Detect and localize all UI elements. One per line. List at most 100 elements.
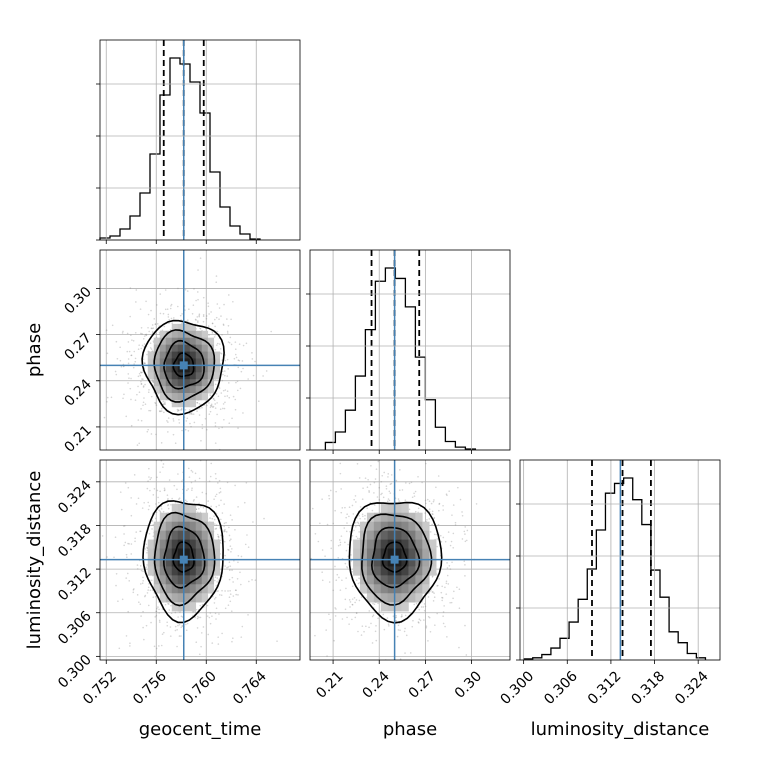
scatter-geocent_time-vs-luminosity_distance-contour-2 [153, 511, 216, 607]
scatter-geocent_time-vs-luminosity_distance-sample [218, 594, 221, 596]
scatter-geocent_time-vs-phase-density-cell [213, 351, 221, 359]
scatter-geocent_time-vs-phase-sample [232, 395, 235, 398]
scatter-phase-vs-luminosity_distance-density-cell [353, 566, 361, 576]
scatter-phase-vs-luminosity_distance-sample [442, 504, 444, 507]
scatter-geocent_time-vs-phase-density-cell [165, 393, 173, 401]
scatter-geocent_time-vs-luminosity_distance-sample [219, 487, 222, 490]
scatter-geocent_time-vs-phase-sample [130, 354, 133, 357]
scatter-geocent_time-vs-phase-density-cell [183, 337, 191, 345]
scatter-phase-vs-luminosity_distance-sample [390, 482, 393, 485]
scatter-phase-vs-luminosity_distance-density-cell [401, 557, 409, 567]
scatter-geocent_time-vs-luminosity_distance-sample [211, 615, 213, 617]
scatter-phase-vs-luminosity_distance-sample [417, 511, 419, 514]
scatter-geocent_time-vs-phase-sample [184, 409, 187, 411]
scatter-geocent_time-vs-phase-sample [134, 399, 137, 401]
scatter-geocent_time-vs-luminosity_distance-density-cell [195, 566, 203, 576]
scatter-geocent_time-vs-phase-sample [197, 298, 199, 301]
scatter-geocent_time-vs-phase-sample [144, 362, 146, 365]
scatter-phase-vs-luminosity_distance-sample [351, 603, 354, 606]
scatter-phase-vs-luminosity_distance-sample [423, 603, 426, 605]
scatter-geocent_time-vs-luminosity_distance-sample [220, 594, 223, 597]
scatter-phase-vs-luminosity_distance-sample [415, 602, 418, 605]
scatter-geocent_time-vs-phase-sample [143, 335, 146, 337]
scatter-geocent_time-vs-luminosity_distance-density-cell [189, 584, 197, 594]
scatter-geocent_time-vs-phase-density-cell [189, 344, 197, 352]
scatter-geocent_time-vs-luminosity_distance-sample [134, 540, 136, 543]
scatter-phase-vs-luminosity_distance-sample [424, 502, 427, 505]
scatter-phase-vs-luminosity_distance-density-cell [373, 548, 382, 558]
scatter-geocent_time-vs-phase-sample [140, 332, 142, 335]
scatter-phase-vs-luminosity_distance-sample [422, 606, 425, 608]
scatter-geocent_time-vs-luminosity_distance-sample [229, 539, 231, 542]
scatter-geocent_time-vs-phase-sample [196, 291, 199, 293]
scatter-phase-vs-luminosity_distance-sample [433, 499, 435, 501]
scatter-phase-vs-luminosity_distance-sample [437, 523, 440, 526]
scatter-geocent_time-vs-luminosity_distance-density-cell [171, 602, 179, 612]
scatter-phase-vs-luminosity_distance-sample [427, 596, 430, 598]
scatter-geocent_time-vs-luminosity_distance-density-cell [153, 566, 161, 576]
scatter-geocent_time-vs-luminosity_distance-density-cell [213, 548, 221, 558]
scatter-phase-vs-luminosity_distance-sample [446, 567, 449, 569]
scatter-phase-vs-luminosity_distance-density-cell [408, 512, 416, 522]
scatter-geocent_time-vs-phase-sample [226, 332, 229, 334]
scatter-geocent_time-vs-luminosity_distance-sample [235, 593, 237, 596]
scatter-phase-vs-luminosity_distance-sample [431, 575, 434, 577]
scatter-geocent_time-vs-phase-sample [247, 378, 249, 380]
scatter-geocent_time-vs-phase-sample [211, 322, 214, 325]
scatter-geocent_time-vs-luminosity_distance-sample [130, 543, 133, 545]
scatter-phase-vs-luminosity_distance-sample [329, 489, 332, 492]
scatter-geocent_time-vs-luminosity_distance-density-cell [153, 548, 161, 558]
scatter-geocent_time-vs-luminosity_distance-sample [188, 476, 191, 478]
scatter-geocent_time-vs-phase-sample [166, 419, 168, 422]
scatter-geocent_time-vs-luminosity_distance-density-cell [189, 602, 197, 612]
scatter-geocent_time-vs-phase-sample [235, 381, 237, 384]
scatter-phase-vs-luminosity_distance-sample [311, 507, 314, 510]
scatter-geocent_time-vs-luminosity_distance-density-cell [153, 557, 161, 567]
scatter-geocent_time-vs-luminosity_distance-sample [228, 534, 231, 537]
scatter-phase-vs-luminosity_distance-sample [377, 617, 379, 620]
scatter-phase-vs-luminosity_distance-sample [348, 599, 351, 601]
scatter-geocent_time-vs-phase-density-cell [207, 379, 215, 387]
scatter-geocent_time-vs-luminosity_distance-sample [153, 487, 156, 490]
scatter-geocent_time-vs-phase-sample [212, 397, 215, 400]
scatter-geocent_time-vs-luminosity_distance-density-cell [171, 575, 179, 585]
scatter-geocent_time-vs-phase-sample [151, 331, 154, 333]
scatter-geocent_time-vs-phase-density-cell [177, 400, 185, 408]
scatter-geocent_time-vs-luminosity_distance-sample [155, 647, 158, 650]
scatter-geocent_time-vs-phase-sample [155, 433, 157, 436]
scatter-geocent_time-vs-luminosity_distance-sample [164, 489, 166, 491]
scatter-phase-vs-luminosity_distance-sample [383, 471, 386, 474]
scatter-geocent_time-vs-phase-sample [153, 318, 156, 320]
scatter-geocent_time-vs-phase-sample [142, 404, 144, 407]
scatter-geocent_time-vs-luminosity_distance-sample [227, 548, 229, 551]
scatter-geocent_time-vs-phase-ytick-label: 0.24 [61, 376, 94, 409]
scatter-geocent_time-vs-phase-sample [198, 402, 201, 405]
scatter-geocent_time-vs-luminosity_distance-sample [210, 505, 212, 508]
scatter-geocent_time-vs-phase-sample [208, 313, 210, 315]
scatter-phase-vs-luminosity_distance-sample [321, 549, 324, 551]
scatter-geocent_time-vs-phase-sample [126, 332, 129, 335]
scatter-geocent_time-vs-phase-sample [229, 336, 232, 339]
scatter-geocent_time-vs-phase-sample [137, 419, 140, 421]
scatter-phase-vs-luminosity_distance-sample [371, 615, 374, 618]
scatter-geocent_time-vs-luminosity_distance-density-cell [153, 530, 161, 540]
scatter-phase-vs-luminosity_distance-density-cell [387, 539, 395, 549]
scatter-phase-vs-luminosity_distance-density-cell [394, 539, 402, 549]
scatter-geocent_time-vs-luminosity_distance-sample [170, 604, 172, 607]
scatter-geocent_time-vs-phase-sample [194, 452, 196, 454]
scatter-geocent_time-vs-phase-density-cell [183, 393, 191, 401]
scatter-geocent_time-vs-phase-sample [224, 395, 226, 398]
scatter-geocent_time-vs-luminosity_distance-sample [208, 480, 211, 483]
scatter-phase-vs-luminosity_distance-sample [328, 494, 330, 497]
scatter-geocent_time-vs-luminosity_distance-sample [157, 501, 160, 504]
scatter-phase-vs-luminosity_distance-sample [351, 585, 354, 588]
scatter-geocent_time-vs-phase-sample [127, 373, 130, 375]
scatter-phase-vs-luminosity_distance-sample [450, 601, 453, 604]
scatter-phase-vs-luminosity_distance-sample [446, 574, 449, 577]
scatter-geocent_time-vs-phase-density-cell [159, 379, 167, 387]
scatter-phase-vs-luminosity_distance-density-cell [387, 530, 395, 540]
scatter-geocent_time-vs-phase-sample [211, 330, 214, 333]
scatter-geocent_time-vs-phase-sample [212, 405, 215, 408]
scatter-phase-vs-luminosity_distance-density-cell [380, 557, 388, 567]
scatter-geocent_time-vs-phase-sample [156, 323, 159, 325]
